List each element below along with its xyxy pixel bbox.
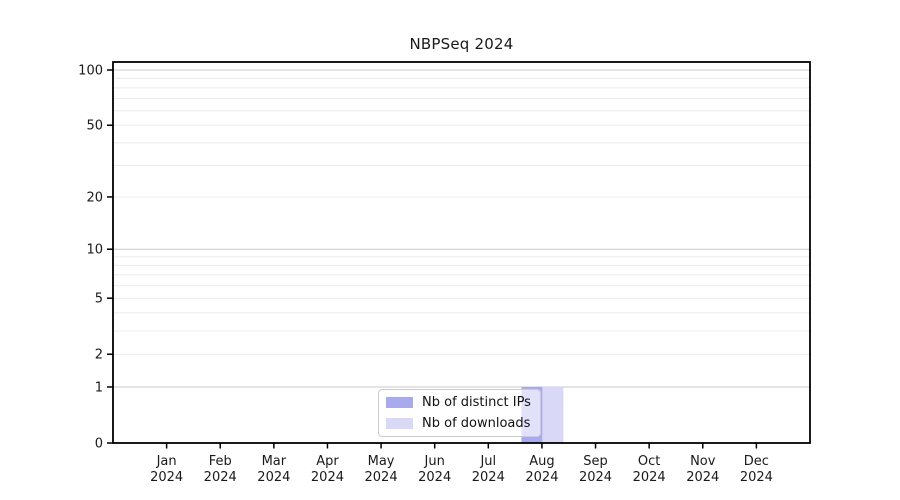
x-tick-label-month: Jan (156, 454, 177, 469)
legend-item-distinct-ips: Nb of distinct IPs (386, 393, 540, 412)
x-tick-label-year: 2024 (472, 470, 505, 485)
legend-item-downloads: Nb of downloads (386, 414, 540, 433)
x-tick-label-year: 2024 (365, 470, 398, 485)
legend-label-distinct-ips: Nb of distinct IPs (422, 395, 531, 410)
legend-label-downloads: Nb of downloads (422, 416, 531, 431)
y-tick-label: 1 (95, 380, 103, 395)
x-tick-label-year: 2024 (740, 470, 773, 485)
x-tick-label-month: Jul (479, 454, 496, 469)
legend-swatch-downloads (386, 418, 413, 429)
chart-title: NBPSeq 2024 (409, 35, 514, 53)
x-tick-label-month: Sep (583, 454, 608, 469)
x-tick-label-month: Apr (316, 454, 339, 469)
x-tick-label-year: 2024 (633, 470, 666, 485)
bar-nb-of-downloads (542, 386, 564, 443)
x-tick-label-year: 2024 (204, 470, 237, 485)
x-tick-label-month: Oct (638, 454, 660, 469)
x-tick-label-month: May (368, 454, 395, 469)
x-tick-label-month: Aug (529, 454, 554, 469)
x-tick-label-year: 2024 (257, 470, 290, 485)
x-tick-label-year: 2024 (579, 470, 612, 485)
plot-frame (112, 61, 811, 444)
y-tick-label: 2 (95, 348, 103, 363)
x-tick-label-month: Jun (424, 454, 445, 469)
x-tick-label-month: Dec (744, 454, 769, 469)
legend: Nb of distinct IPs Nb of downloads (378, 389, 541, 437)
y-tick-label: 10 (86, 243, 103, 258)
x-tick-label-month: Mar (262, 454, 287, 469)
x-tick-label-year: 2024 (686, 470, 719, 485)
y-tick-label: 5 (95, 292, 103, 307)
x-tick-label-year: 2024 (150, 470, 183, 485)
x-tick-label-year: 2024 (525, 470, 558, 485)
x-tick-label-year: 2024 (418, 470, 451, 485)
y-tick-label: 100 (78, 64, 103, 79)
x-tick-label-month: Nov (690, 454, 716, 469)
x-tick-label-year: 2024 (311, 470, 344, 485)
legend-swatch-distinct-ips (386, 397, 413, 408)
y-tick-label: 0 (95, 437, 103, 452)
y-tick-label: 20 (86, 190, 103, 205)
x-tick-label-month: Feb (209, 454, 232, 469)
y-tick-label: 50 (86, 119, 103, 134)
